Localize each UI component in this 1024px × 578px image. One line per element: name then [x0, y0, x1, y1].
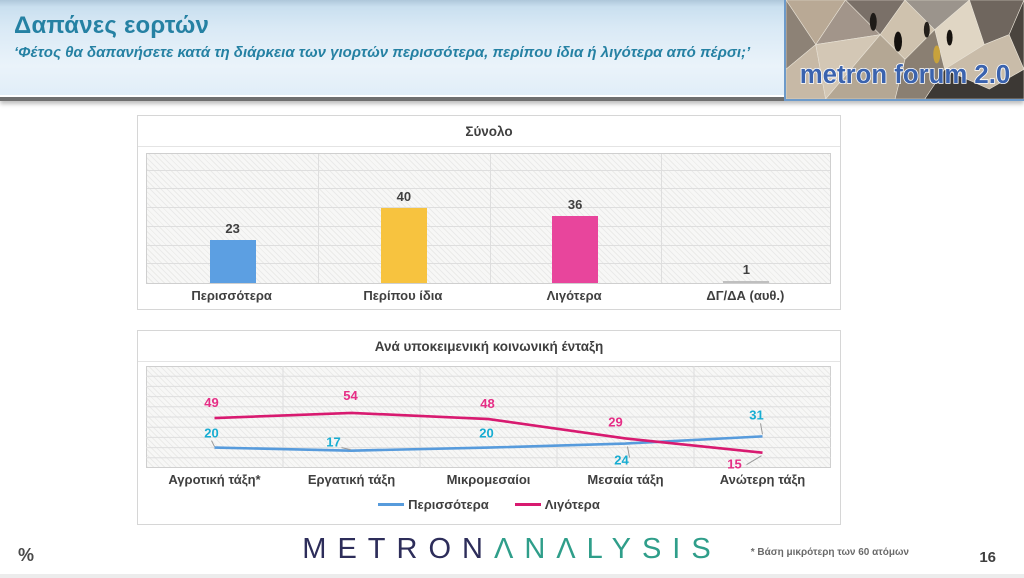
point-value-label: 17 — [326, 435, 340, 450]
bar-chart-plot: 23 40 36 1 — [146, 153, 831, 284]
x-axis-label: Ανώτερη τάξη — [719, 472, 806, 487]
bar — [723, 281, 770, 283]
point-value-label: 15 — [727, 457, 741, 472]
page-number: 16 — [979, 549, 996, 566]
percent-unit-label: % — [18, 545, 35, 565]
people-silhouettes — [869, 12, 953, 64]
metron-analysis-logo: METRONΛΝΛLYSIS — [0, 533, 1024, 566]
bar-value-label: 40 — [396, 189, 412, 205]
bar-value-label: 36 — [567, 196, 583, 212]
chart-panel-total: Σύνολο 23 40 36 1 Περισσότερα Περίπου ίδια Λι… — [137, 115, 841, 310]
x-axis-label: ΔΓ/ΔΑ (αυθ.) — [706, 288, 785, 303]
base-footnote: * Βάση μικρότερη των 60 ατόμων — [750, 547, 909, 558]
series-line — [214, 435, 763, 452]
x-axis-label: Περίπου ίδια — [363, 288, 443, 303]
line-chart-plot: 20 17 20 24 31 49 54 48 29 15 — [146, 366, 831, 472]
point-value-label: 54 — [343, 388, 358, 403]
point-value-label: 20 — [479, 426, 493, 441]
legend-line-swatch — [514, 503, 541, 506]
x-axis-label: Λιγότερα — [546, 288, 602, 303]
chart-title-total: Σύνολο — [138, 116, 840, 147]
bar-chart-x-axis: Περισσότερα Περίπου ίδια Λιγότερα ΔΓ/ΔΑ (αυ… — [146, 288, 831, 303]
point-value-label: 20 — [204, 426, 218, 441]
bar — [552, 215, 599, 283]
legend-line-swatch — [378, 503, 405, 506]
logo-metron: METRON — [302, 533, 494, 565]
survey-question: ‘Φέτος θα δαπανήσετε κατά τη διάρκεια τω… — [14, 44, 751, 61]
x-axis-label: Περισσότερα — [191, 288, 272, 303]
page-title: Δαπάνες εορτών — [14, 12, 210, 39]
point-value-label: 48 — [480, 396, 494, 411]
chart-title-social-class: Ανά υποκειμενική κοινωνική ένταξη — [138, 331, 840, 362]
x-axis-label: Αγροτική τάξη* — [168, 472, 261, 487]
bar-value-label: 23 — [225, 220, 240, 236]
x-axis-label: Μεσαία τάξη — [587, 472, 664, 487]
forum-logo-text: metron forum 2.0 — [800, 61, 1011, 89]
slide-bottom-edge — [0, 574, 1024, 578]
gridline — [147, 263, 830, 265]
gridline — [318, 154, 320, 283]
point-value-label: 31 — [749, 407, 763, 422]
gridline — [660, 154, 662, 283]
legend-item: Περισσότερα — [378, 497, 489, 512]
gridline — [489, 154, 491, 283]
point-value-label: 24 — [614, 453, 629, 468]
point-value-label: 49 — [204, 395, 218, 410]
legend-label: Περισσότερα — [408, 497, 489, 512]
mosaic-photo: metron forum 2.0 — [786, 0, 1024, 99]
series-line — [214, 411, 763, 454]
point-value-label: 29 — [608, 414, 622, 429]
bar — [209, 239, 256, 283]
gridline — [147, 188, 830, 190]
bar — [380, 208, 427, 283]
header-text: Δαπάνες εορτών ‘Φέτος θα δαπανήσετε κατά… — [14, 12, 784, 63]
line-chart-x-axis: Αγροτική τάξη* Εργατική τάξη Μικρομεσαίοι Μ… — [146, 472, 831, 487]
metron-forum-logo: metron forum 2.0 — [784, 0, 1024, 101]
x-axis-label: Μικρομεσαίοι — [446, 472, 531, 487]
bar-value-label: 1 — [742, 262, 750, 277]
slide-footer: % METRONΛΝΛLYSIS * Βάση μικρότερη των 60… — [0, 526, 1024, 578]
legend-label: Λιγότερα — [544, 497, 600, 512]
gridline — [147, 207, 830, 209]
legend-item: Λιγότερα — [514, 497, 600, 512]
logo-analysis: ΛΝΛLYSIS — [493, 533, 722, 565]
gridline — [147, 169, 830, 171]
chart-panel-social-class: Ανά υποκειμενική κοινωνική ένταξη 20 17 20… — [137, 330, 841, 525]
gridline — [147, 225, 830, 227]
gridline — [147, 244, 830, 246]
x-axis-label: Εργατική τάξη — [307, 472, 396, 487]
line-chart-legend: Περισσότερα Λιγότερα — [138, 497, 840, 512]
slide-header: Δαπάνες εορτών ‘Φέτος θα δαπανήσετε κατά… — [0, 0, 1024, 101]
